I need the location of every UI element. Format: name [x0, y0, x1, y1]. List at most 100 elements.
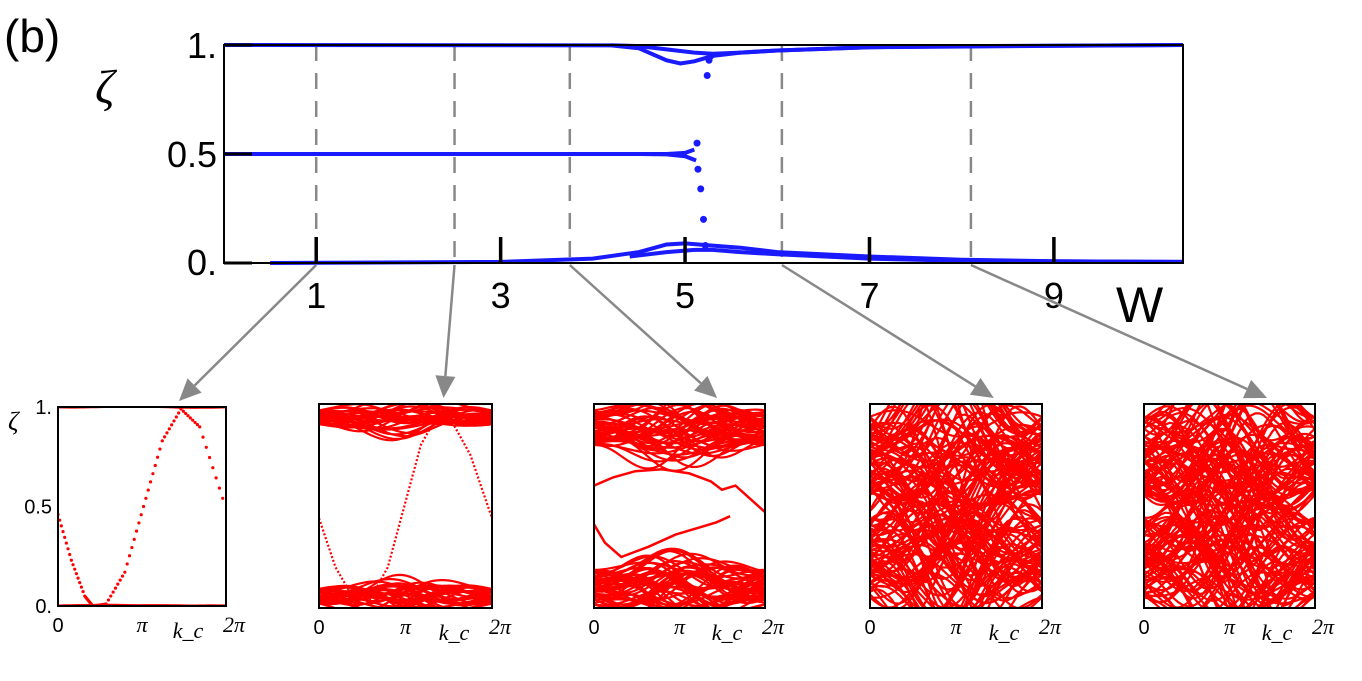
- inset-x-tick-label: 2π: [1312, 614, 1335, 639]
- connector-arrow-line: [193, 264, 318, 387]
- inset-band-line: [1144, 404, 1315, 434]
- inset-band-line: [1144, 546, 1315, 608]
- inset-point: [204, 445, 208, 449]
- inset-point: [137, 521, 141, 525]
- inset-x-tick-label: 0: [1138, 617, 1149, 639]
- inset-band-line: [1144, 457, 1315, 502]
- panel-label: (b): [4, 10, 60, 62]
- inset-point: [195, 423, 199, 427]
- inset-point: [151, 472, 155, 476]
- connector-arrow-line: [970, 263, 1248, 391]
- inset-point: [74, 572, 78, 576]
- inset-point: [179, 407, 183, 411]
- x-tick-label: 7: [859, 275, 879, 316]
- inset-chart: 0 π 2π k_c: [313, 403, 512, 645]
- inset-y-tick-label: 0.5: [24, 497, 52, 519]
- inset-band-line: [870, 433, 1042, 517]
- inset-point: [79, 585, 83, 589]
- inset-x-tick-label: 2π: [223, 612, 246, 637]
- inset-point: [78, 581, 82, 585]
- y-axis-label: ζ: [95, 61, 118, 114]
- main-series-point: [707, 52, 715, 60]
- inset-band-line: [1144, 443, 1315, 538]
- inset-chart: 0 π 2π k_c: [588, 403, 785, 645]
- inset-x-axis-label: k_c: [712, 620, 743, 645]
- inset-series-line: [594, 468, 765, 514]
- y-tick-label: 0.: [187, 242, 217, 283]
- inset-point: [214, 476, 218, 480]
- main-series-point: [697, 185, 705, 193]
- inset-x-tick-label: 2π: [762, 614, 785, 639]
- main-series-point: [700, 215, 707, 223]
- inset-band-line: [1144, 478, 1315, 574]
- dashed-markers: [314, 45, 973, 263]
- inset-band-line: [594, 549, 765, 586]
- x-axis-label: W: [1116, 277, 1164, 333]
- inset-band-line: [870, 432, 1042, 506]
- inset-x-tick-label: π: [950, 614, 962, 639]
- inset-band-line: [594, 404, 765, 432]
- inset-band-line: [319, 582, 492, 607]
- inset-band-line: [1144, 423, 1315, 473]
- inset-point: [217, 486, 222, 490]
- x-tick-label: 3: [491, 275, 511, 316]
- inset-point: [146, 488, 150, 492]
- inset-point: [170, 423, 174, 427]
- inset-band-line: [870, 404, 1042, 524]
- inset-band-line: [1144, 424, 1315, 540]
- inset-point: [158, 447, 162, 451]
- connector-arrow-line: [444, 264, 456, 377]
- inset-band-line: [870, 533, 1042, 608]
- inset-frame: [318, 403, 493, 609]
- inset-x-tick-label: 0: [52, 615, 63, 637]
- inset-point: [64, 541, 68, 545]
- inset-band-line: [594, 425, 765, 469]
- inset-point: [71, 563, 75, 567]
- inset-band-line: [870, 447, 1042, 550]
- x-tick-label: 5: [675, 275, 695, 316]
- inset-band-line: [1144, 439, 1315, 490]
- inset-band-line: [319, 405, 492, 425]
- inset-point: [201, 435, 205, 439]
- inset-point: [104, 602, 108, 606]
- inset-band-line: [870, 434, 1042, 486]
- inset-point: [139, 513, 143, 517]
- inset-point: [134, 529, 139, 533]
- inset-band-line: [594, 596, 765, 608]
- main-series-line: [611, 43, 1184, 56]
- inset-x-tick-label: 0: [313, 617, 324, 639]
- inset-point: [207, 455, 212, 460]
- inset-point: [148, 480, 153, 484]
- inset-band-line: [1144, 511, 1315, 593]
- inset-x-tick-label: π: [1224, 614, 1236, 639]
- inset-point: [198, 425, 202, 429]
- y-tick-label: 1.: [187, 25, 217, 66]
- inset-x-axis-label: k_c: [439, 620, 470, 645]
- main-series-line: [629, 247, 1184, 264]
- connector-arrow-line: [781, 263, 976, 388]
- inset-band-line: [319, 586, 492, 605]
- inset-point: [116, 582, 120, 586]
- inset-band-line: [1144, 404, 1315, 488]
- inset-band-line: [1144, 491, 1315, 608]
- inset-y-axis-label: ζ: [8, 407, 20, 436]
- inset-frame: [869, 403, 1043, 609]
- inset-band-line: [1144, 438, 1315, 518]
- x-tick-label: 9: [1044, 275, 1064, 316]
- inset-series-line: [594, 515, 731, 559]
- inset-point: [193, 420, 197, 425]
- inset-x-tick-label: 0: [864, 617, 875, 639]
- inset-point: [66, 547, 70, 551]
- inset-band-line: [594, 404, 765, 445]
- y-tick-label: 0.5: [167, 134, 217, 175]
- inset-data: [870, 404, 1042, 608]
- main-series-point: [694, 165, 702, 173]
- x-tick-label: 1: [306, 275, 326, 316]
- inset-y-tick-label: 0.: [35, 596, 52, 618]
- inset-point: [127, 554, 132, 558]
- inset-band-line: [870, 496, 1042, 608]
- inset-point: [68, 552, 72, 557]
- inset-x-axis-label: k_c: [173, 618, 204, 643]
- inset-point: [69, 558, 73, 562]
